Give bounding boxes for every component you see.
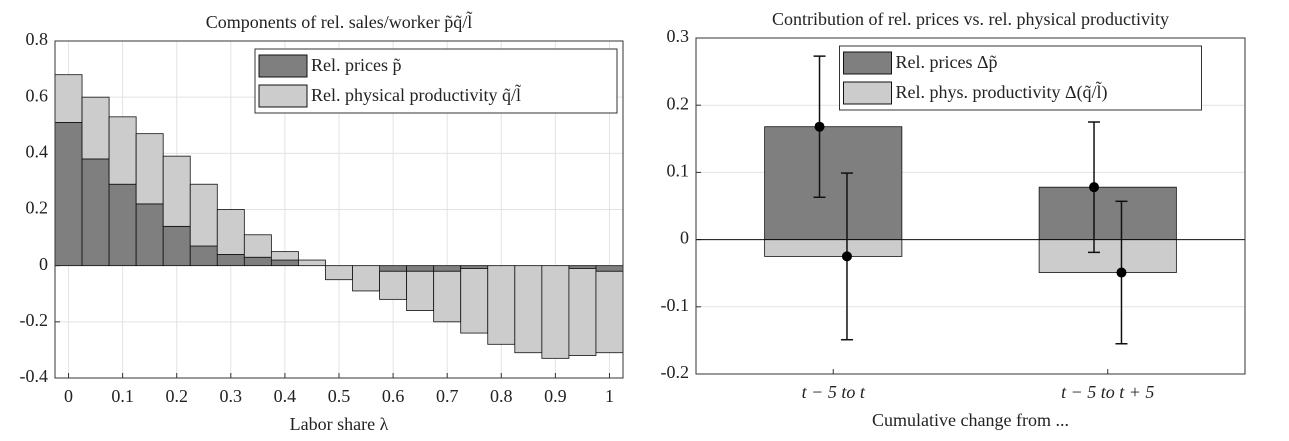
bar	[406, 270, 435, 311]
bar	[108, 183, 137, 267]
point	[841, 251, 852, 262]
y-tick-label: 0.2	[667, 93, 690, 113]
y-tick-label: -0.2	[661, 362, 690, 382]
legend-label: Rel. phys. productivity Δ(q̃/l̃)	[896, 80, 1108, 103]
legend-label: Rel. prices Δp̃	[896, 52, 998, 72]
x-axis-label: Labor share λ	[290, 414, 389, 434]
x-tick-label: 0.8	[490, 386, 513, 406]
y-tick-label: 0.8	[26, 29, 49, 49]
legend-swatch	[258, 84, 308, 108]
x-tick-label: 1	[605, 386, 614, 406]
bar	[54, 74, 83, 123]
y-tick-label: 0.2	[26, 198, 49, 218]
bar	[487, 265, 516, 345]
bar	[379, 270, 408, 300]
bar	[541, 265, 570, 359]
legend-label: Rel. physical productivity q̃/l̃	[311, 83, 521, 105]
y-tick-label: -0.4	[20, 366, 49, 386]
bar	[189, 183, 218, 247]
bar	[81, 96, 110, 160]
bar	[270, 259, 299, 267]
x-tick-label: t − 5 to t + 5	[1061, 382, 1154, 402]
bar	[135, 133, 164, 205]
bar	[764, 239, 903, 257]
x-tick-label: 0.7	[436, 386, 459, 406]
legend-swatch	[843, 51, 892, 75]
bar	[460, 268, 489, 334]
x-axis-label: Cumulative change from ...	[872, 410, 1069, 430]
bar	[216, 209, 245, 255]
bar	[135, 203, 164, 267]
y-tick-label: -0.1	[661, 295, 690, 315]
x-tick-label: t − 5 to t	[802, 382, 866, 402]
bar	[352, 265, 380, 292]
bar	[514, 265, 543, 354]
bar	[243, 256, 272, 267]
bar	[568, 265, 597, 269]
bar	[298, 259, 326, 267]
bar	[54, 122, 83, 267]
bar	[162, 225, 191, 267]
x-tick-label: 0.1	[111, 386, 134, 406]
bar	[406, 265, 435, 272]
bar	[1038, 186, 1177, 241]
x-tick-label: 0	[64, 386, 73, 406]
bar	[1038, 239, 1177, 273]
chart-title: Contribution of rel. prices vs. rel. phy…	[772, 9, 1169, 29]
y-tick-label: 0.4	[26, 141, 49, 161]
x-tick-label: 0.4	[274, 386, 297, 406]
point	[814, 121, 825, 132]
bar	[568, 268, 597, 356]
legend-swatch	[843, 81, 892, 105]
bar	[325, 265, 353, 281]
bar	[243, 234, 272, 258]
bar	[81, 158, 110, 267]
point	[1116, 267, 1127, 278]
bar	[460, 265, 489, 269]
bar	[270, 251, 299, 261]
bar	[433, 265, 462, 272]
legend-box	[254, 48, 618, 114]
point	[1089, 182, 1100, 193]
y-tick-label: -0.2	[20, 310, 49, 330]
bar	[189, 245, 218, 267]
axes-box	[54, 40, 624, 379]
legend-box	[839, 45, 1202, 111]
x-tick-label: 0.9	[544, 386, 567, 406]
x-tick-label: 0.3	[220, 386, 243, 406]
x-tick-label: 0.6	[382, 386, 405, 406]
legend-swatch	[258, 54, 308, 78]
y-tick-label: 0.1	[667, 161, 690, 181]
bar	[216, 254, 245, 267]
y-tick-label: 0.6	[26, 85, 49, 105]
x-tick-label: 0.5	[328, 386, 351, 406]
y-tick-label: 0.3	[667, 26, 690, 46]
bar	[162, 155, 191, 227]
bar	[595, 270, 624, 354]
bar	[595, 265, 624, 272]
x-tick-label: 0.2	[165, 386, 188, 406]
axes-box	[695, 37, 1246, 375]
bar	[379, 265, 408, 272]
legend-label: Rel. prices p̃	[311, 55, 401, 75]
y-tick-label: 0	[39, 254, 48, 274]
y-tick-label: 0	[680, 228, 689, 248]
bar	[433, 270, 462, 323]
bar	[764, 126, 903, 240]
bar	[108, 116, 137, 185]
chart-title: Components of rel. sales/worker p̃q̃/l̃	[206, 10, 473, 32]
